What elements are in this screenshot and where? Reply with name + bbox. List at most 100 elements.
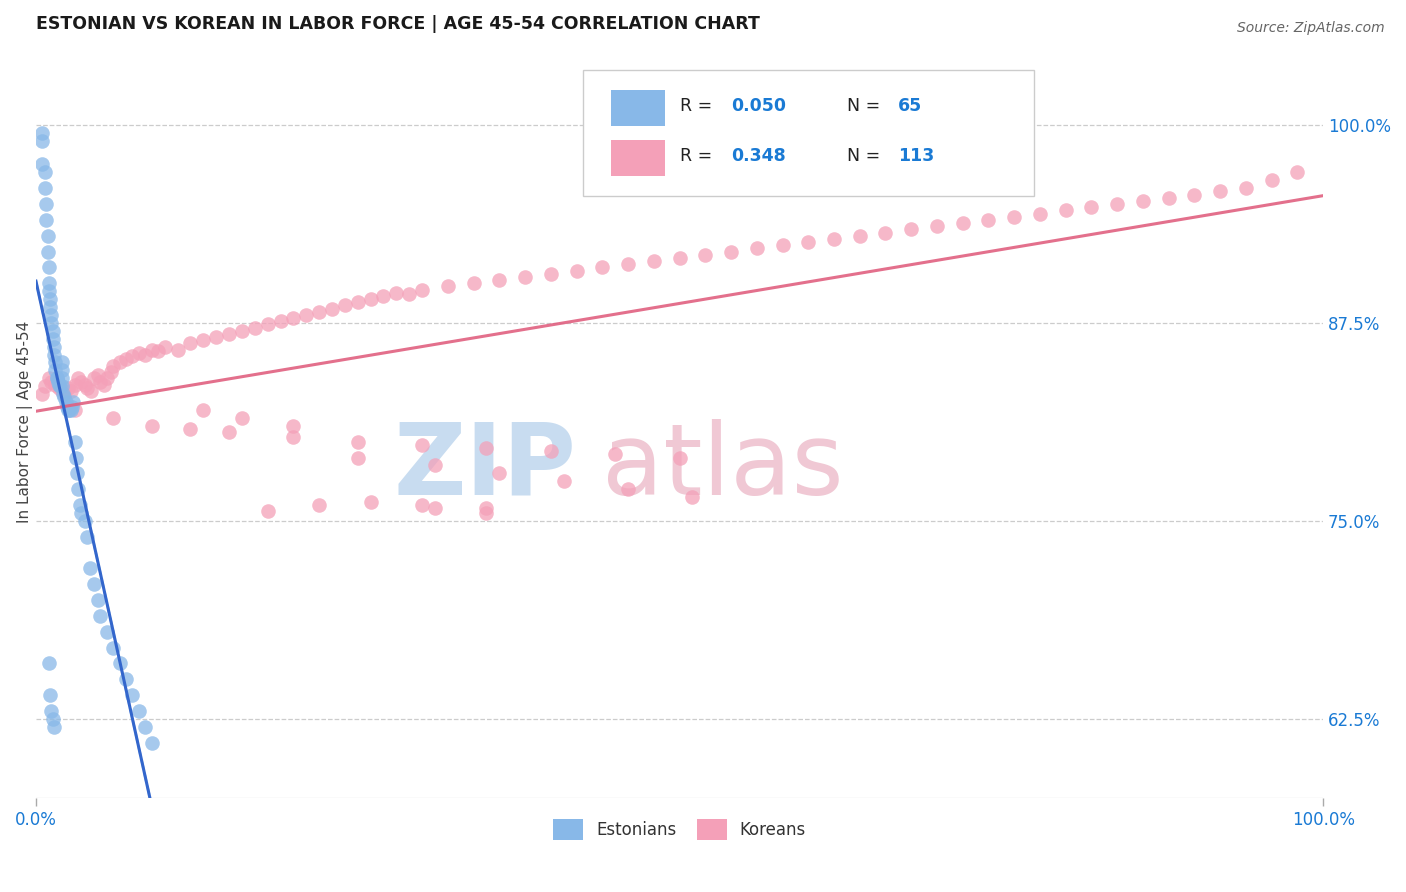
Text: Source: ZipAtlas.com: Source: ZipAtlas.com	[1237, 21, 1385, 35]
Text: ZIP: ZIP	[394, 418, 576, 516]
Point	[51, 384, 73, 398]
Point	[1157, 191, 1180, 205]
Point	[1209, 185, 1232, 199]
Point	[56, 403, 79, 417]
Point	[308, 498, 330, 512]
Point	[346, 295, 368, 310]
Point	[42, 340, 65, 354]
Point	[1029, 206, 1052, 220]
Point	[51, 371, 73, 385]
Point	[128, 704, 150, 718]
Point	[96, 624, 118, 639]
Point	[772, 238, 794, 252]
Point	[179, 336, 201, 351]
Point	[1184, 187, 1206, 202]
Point	[488, 467, 510, 481]
Point	[121, 688, 143, 702]
Point	[848, 228, 870, 243]
Point	[283, 418, 305, 433]
Point	[41, 332, 63, 346]
Point	[231, 411, 253, 425]
Point	[256, 318, 278, 332]
Point	[34, 165, 56, 179]
Point	[977, 213, 1000, 227]
Legend: Estonians, Koreans: Estonians, Koreans	[547, 813, 813, 847]
Point	[87, 593, 110, 607]
Point	[115, 673, 138, 687]
Point	[37, 244, 59, 259]
Point	[45, 371, 67, 385]
Point	[823, 232, 845, 246]
Point	[925, 219, 948, 234]
Point	[256, 504, 278, 518]
Point	[134, 720, 156, 734]
Point	[101, 359, 124, 373]
Point	[1002, 210, 1025, 224]
Point	[591, 260, 613, 275]
Point	[39, 688, 62, 702]
Point	[797, 235, 820, 249]
Point	[411, 438, 433, 452]
Point	[51, 355, 73, 369]
Point	[62, 395, 84, 409]
Point	[128, 346, 150, 360]
Point	[76, 381, 98, 395]
Point	[63, 434, 86, 449]
Point	[31, 126, 53, 140]
Point	[270, 314, 292, 328]
Text: R =: R =	[679, 97, 717, 115]
Point	[346, 434, 368, 449]
Point	[59, 384, 82, 398]
Point	[100, 365, 122, 379]
Point	[38, 260, 60, 275]
Point	[56, 400, 79, 414]
Point	[38, 371, 60, 385]
Point	[41, 704, 63, 718]
Point	[89, 609, 111, 624]
Point	[875, 226, 897, 240]
Point	[51, 363, 73, 377]
Point	[44, 377, 66, 392]
Point	[89, 375, 111, 389]
Point	[67, 482, 90, 496]
Point	[617, 257, 640, 271]
Point	[141, 736, 163, 750]
Point	[34, 379, 56, 393]
Point	[73, 514, 96, 528]
Text: N =: N =	[846, 147, 886, 165]
Point	[39, 292, 62, 306]
Point	[218, 425, 240, 440]
Point	[44, 363, 66, 377]
Text: R =: R =	[679, 147, 717, 165]
Point	[321, 301, 343, 316]
Point	[55, 395, 77, 409]
Point	[41, 712, 63, 726]
Point	[218, 326, 240, 341]
Point	[52, 387, 75, 401]
Point	[53, 387, 76, 401]
Point	[617, 482, 640, 496]
Point	[51, 379, 73, 393]
Point	[66, 467, 89, 481]
Point	[346, 450, 368, 465]
Point	[373, 289, 395, 303]
Text: 0.348: 0.348	[731, 147, 786, 165]
Point	[83, 371, 105, 385]
Point	[87, 368, 110, 383]
Point	[83, 577, 105, 591]
Point	[31, 387, 53, 401]
Point	[193, 403, 215, 417]
Point	[93, 377, 115, 392]
Point	[681, 490, 703, 504]
Text: atlas: atlas	[602, 418, 844, 516]
Point	[70, 506, 93, 520]
FancyBboxPatch shape	[583, 70, 1033, 196]
Point	[179, 422, 201, 436]
Point	[540, 267, 562, 281]
Point	[96, 371, 118, 385]
Point	[101, 640, 124, 655]
Point	[115, 352, 138, 367]
Point	[38, 657, 60, 671]
Point	[668, 450, 690, 465]
Point	[56, 381, 79, 395]
